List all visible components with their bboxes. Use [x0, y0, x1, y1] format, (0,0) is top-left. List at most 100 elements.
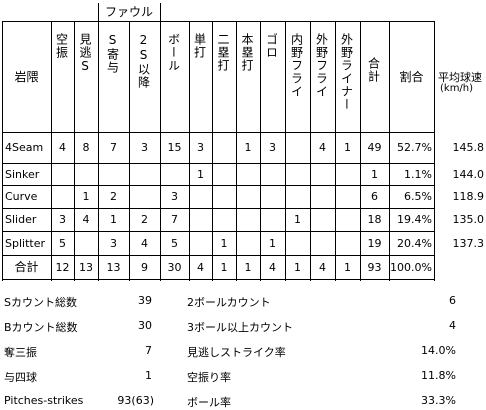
row-cell: 3	[141, 141, 148, 154]
row-cell: 9	[141, 260, 148, 274]
row-cell	[335, 163, 360, 185]
table-top-border	[2, 21, 435, 22]
summary-right-label: 見逃しストライク率	[187, 346, 286, 359]
row-cell: 1	[82, 190, 90, 203]
header-col-9: 内野フライ	[289, 33, 304, 98]
row-speed: 137.3	[452, 236, 485, 250]
header-col-10: 外野フライ	[314, 33, 329, 98]
row-cell: 7	[171, 213, 178, 226]
row-cell	[74, 231, 98, 255]
header-col-5: 単打	[192, 33, 207, 59]
row-cell	[212, 208, 236, 231]
row-cell: 4	[269, 260, 276, 274]
row-cell	[285, 231, 310, 255]
row-speed: 135.0	[452, 213, 485, 226]
summary-right-value: 14.0%	[421, 344, 456, 357]
table-vline	[212, 21, 213, 281]
row-cell	[260, 185, 285, 208]
foul-group-label: ファウル	[104, 5, 153, 19]
row-cell: 1	[197, 167, 204, 181]
header-pitcher: 岩隈	[14, 69, 39, 84]
row-total: 18	[367, 213, 382, 226]
table-vline	[389, 21, 390, 281]
row-cell	[335, 208, 360, 231]
foul-box-right	[160, 3, 161, 21]
row-cell: 5	[59, 236, 66, 250]
row-cell: 1	[244, 260, 252, 274]
table-vline	[51, 21, 52, 281]
summary-right-label: ボール率	[187, 396, 231, 409]
row-cell	[212, 132, 236, 163]
row-cell	[285, 132, 310, 163]
row-cell	[236, 185, 260, 208]
row-cell: 1	[220, 236, 228, 250]
row-cell	[236, 208, 260, 231]
summary-right-value: 6	[449, 294, 456, 307]
summary-right-value: 33.3%	[421, 394, 456, 407]
table-vline	[74, 21, 75, 281]
summary-right-label: 3ボール以上カウント	[187, 321, 293, 334]
header-col-4: ボール	[166, 33, 181, 72]
foul-box-left	[98, 3, 99, 21]
row-cell: 1	[344, 260, 351, 274]
row-cell	[285, 185, 310, 208]
row-cell: 2	[110, 190, 117, 203]
row-ratio: 6.5%	[404, 190, 432, 203]
header-avg-speed-unit: (km/h)	[440, 83, 474, 94]
table-hline	[2, 255, 435, 256]
summary-left-value: 7	[145, 344, 152, 357]
table-hline	[2, 208, 435, 209]
header-col-0: 空振	[54, 33, 69, 59]
row-cell	[236, 231, 260, 255]
row-cell: 1	[220, 260, 228, 274]
table-hline	[2, 279, 435, 280]
summary-left-value: 93(63)	[117, 394, 154, 407]
table-vline	[335, 21, 336, 281]
row-total: 49	[367, 141, 382, 154]
row-cell: 1	[294, 213, 301, 226]
row-cell	[310, 231, 335, 255]
row-ratio: 19.4%	[397, 213, 432, 226]
row-cell: 30	[167, 260, 182, 274]
row-cell	[212, 185, 236, 208]
row-cell: 5	[171, 236, 178, 250]
row-cell: 4	[197, 260, 204, 274]
header-avg-speed: 平均球速	[438, 71, 482, 84]
row-cell: 1	[294, 260, 301, 274]
summary-left-label: Pitches-strikes	[4, 394, 84, 407]
table-vline	[310, 21, 311, 281]
row-cell: 13	[106, 260, 121, 274]
row-cell	[285, 163, 310, 185]
header-col-7: 本塁打	[240, 33, 254, 72]
table-vline	[236, 21, 237, 281]
row-cell	[212, 163, 236, 185]
header-col-1: 見逃S	[78, 33, 92, 74]
row-cell: 3	[197, 141, 204, 154]
table-vline	[360, 21, 361, 281]
row-ratio: 52.7%	[397, 141, 432, 154]
header-col-8: ゴロ	[264, 33, 279, 59]
row-cell	[310, 185, 335, 208]
row-pitch: Slider	[5, 213, 37, 226]
row-cell: 12	[55, 260, 70, 274]
row-cell: 1	[269, 236, 276, 250]
row-cell: 8	[82, 141, 90, 154]
row-cell: 1	[110, 213, 117, 226]
header-col-2: S寄与	[105, 33, 120, 74]
row-cell: 13	[79, 260, 93, 274]
row-cell	[74, 163, 98, 185]
summary-left-value: 39	[138, 294, 152, 307]
summary-left-value: 1	[145, 369, 152, 382]
sum-row-label: 合計	[14, 260, 39, 274]
table-hline	[2, 185, 435, 186]
row-cell: 2	[141, 213, 148, 226]
row-cell	[335, 231, 360, 255]
row-cell	[129, 163, 160, 185]
row-cell: 3	[110, 236, 117, 250]
row-pitch: Sinker	[5, 167, 40, 181]
table-vline	[98, 21, 99, 281]
row-total: 19	[367, 236, 382, 250]
summary-left-value: 30	[138, 319, 152, 332]
summary-left-label: Bカウント総数	[4, 321, 78, 334]
row-cell: 4	[319, 141, 326, 154]
